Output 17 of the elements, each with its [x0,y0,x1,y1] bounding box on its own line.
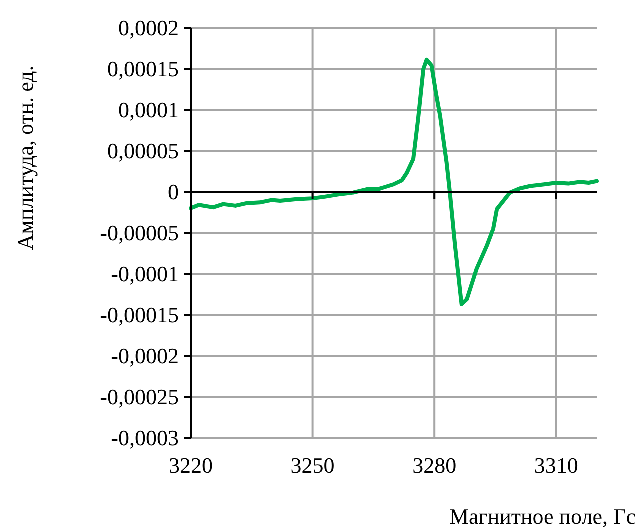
y-tick-label: -0,00005 [100,220,179,246]
x-axis-title: Магнитное поле, Гс [449,504,636,529]
y-tick-label: 0,00005 [108,138,179,164]
y-tick-label: 0,0001 [118,98,179,123]
x-tick-label: 3280 [412,453,457,478]
y-tick-label: -0,0003 [111,426,179,451]
x-tick-label: 3250 [290,453,335,478]
x-tick-label: 3310 [534,453,578,478]
y-tick-label: -0,0002 [111,344,179,369]
y-tick-label: -0,00015 [100,302,179,328]
y-tick-label: -0,0001 [111,262,179,287]
y-axis-title: Амплитуда, отн. ед. [13,66,38,250]
y-tick-label: 0,0002 [118,16,179,41]
x-tick-label: 3220 [169,453,213,478]
y-tick-label: -0,00025 [100,384,179,410]
y-tick-label: 0 [168,180,179,205]
y-tick-label: 0,00015 [108,56,179,82]
